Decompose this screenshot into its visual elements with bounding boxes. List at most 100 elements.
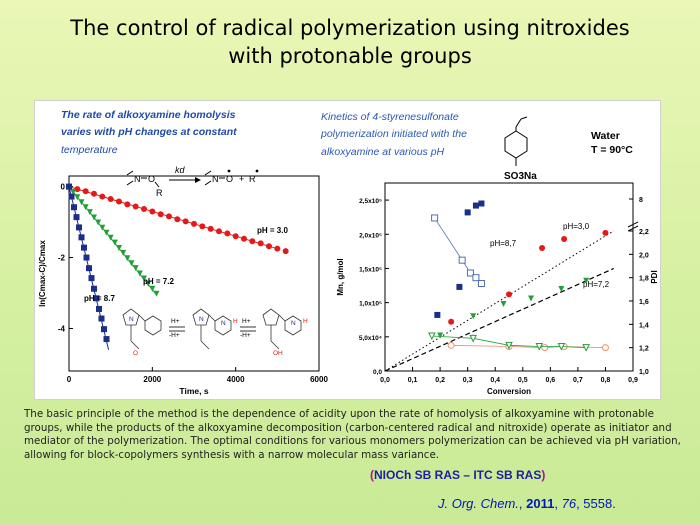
chart2-series [428,332,590,352]
right-caption-line-3: alkoxyamine at various pH [321,146,445,158]
chem-atom-8: H [303,318,308,325]
chart1-point [74,194,81,201]
org-label: (NIOCh SB RAS – ITC SB RAS) [370,468,545,482]
chem-atom-5: N [291,320,296,327]
chart1-point [116,244,122,251]
chart2-point [447,341,455,349]
chart1-point [91,285,97,292]
chart2-xtick-label: 0,4 [490,377,500,384]
chart1-ytick-label: 0 [61,183,66,192]
chart1-point [145,280,152,287]
chem-atom-3: N [199,316,204,323]
chart1-point [249,238,256,245]
chart1-point [124,201,131,208]
chart1-point [174,216,181,223]
chart1-xtick-label: 2000 [143,375,161,384]
org-close: ) [541,468,546,482]
chart2-point [541,344,549,352]
chart2-y2label: PDI [650,270,659,283]
chart1-series-label: pH = 7.2 [143,277,174,286]
chart1-point [241,235,247,242]
chart1-point [216,228,222,235]
reference-volume: 76 [561,496,577,511]
chem-atom-4: N [221,320,226,327]
chart2-series-label: pH=8,7 [490,239,517,248]
chart2-ytick-label: 1,0x10⁵ [359,301,382,308]
reference: J. Org. Chem., 2011, 76, 5558. [438,496,616,511]
title-line-2: with protonable groups [228,44,472,68]
chart1-point [96,305,102,312]
chart1-point [82,188,89,195]
chart1-point [132,203,139,210]
chart1-point [86,265,92,272]
chart1-point [99,193,106,200]
monomer-label: SO3Na [504,171,537,182]
chart1-point [136,270,143,277]
left-caption-line-3: temperature [61,144,118,156]
chart1-point [71,204,77,211]
chart2-ytick-label: 2,0x10⁵ [359,232,382,239]
chart1-point [73,214,80,221]
chart1-point [107,196,114,203]
chart2-point [561,236,568,243]
chart1-point [141,205,147,212]
chart1-xtick-label: 0 [67,375,72,384]
chart2-point [431,214,439,222]
chart2-point [539,244,546,251]
chart2-point [478,200,485,207]
left-caption-line-1: The rate of alkoxyamine homolysis [61,109,236,121]
chart2-point [466,269,474,277]
chart1-point [76,224,82,231]
chart2-xtick-label: 0,5 [518,377,528,384]
chart1-point [66,183,72,190]
right-caption-line-1: Kinetics of 4-styrenesulfonate [321,111,459,123]
figure-svg: N O R kd N O + R SO3Na Water [38,116,659,396]
chart1-point [257,240,264,247]
chart2-ylabel: Mn, g/mol [336,258,345,295]
chart2-point [464,209,471,216]
left-caption-line-2: varies with pH changes at constant [61,126,237,138]
chart2-point [583,277,590,284]
chart1-ytick-label: -4 [58,324,66,333]
chart2-xtick-label: 0,7 [573,377,583,384]
chem-atom-6: OH [273,350,283,357]
chart1-point [82,204,89,211]
chart2-xlabel: Conversion [487,387,531,396]
chart1-series: pH = 3.0 [66,183,289,255]
chart1-point [207,225,214,232]
chart2-xtick-label: 0,6 [545,377,555,384]
chart2-series: pH=7,2 [437,277,610,339]
chart1-point [153,290,160,297]
chart2-y2tick-label: 2,0 [639,252,649,259]
chart1-point [103,336,110,343]
scheme-n-2: N [212,174,219,184]
chart2-xtick-label: 0,3 [463,377,473,384]
scheme-o-2: O [226,174,233,184]
chart1-point [86,209,93,216]
scheme-kd: kd [175,165,186,175]
chem-structures [122,308,302,350]
chart1-point [107,234,114,241]
reference-journal: J. Org. Chem. [438,496,519,511]
org-text: NIOCh SB RAS – ITC SB RAS [374,468,542,482]
chart1-point [68,193,75,200]
chart1-point [149,285,156,292]
chart2-y2tick-label: 1,2 [639,346,649,353]
chart1-point [99,224,106,231]
chart2-xtick-label: 0,2 [435,377,445,384]
chart2-series [431,214,485,287]
chart2-series: pH=8,7 [434,200,517,318]
org-open: ( [370,468,374,482]
chart1-ylabel: ln(Cmax-C)/Cmax [38,240,47,307]
chart2-xtick-label: 0,1 [408,377,418,384]
chart2-point [470,313,477,320]
chart1-point [266,243,272,250]
chart2-point [601,344,609,352]
chart1-point [88,275,95,282]
scheme-plus: + [239,174,244,184]
equilibrium-arrows [169,326,256,332]
chart2-series-label: pH=3,0 [563,222,590,231]
chart1-point [282,248,289,255]
chart1-point [81,244,87,251]
chart1-point [141,275,147,282]
